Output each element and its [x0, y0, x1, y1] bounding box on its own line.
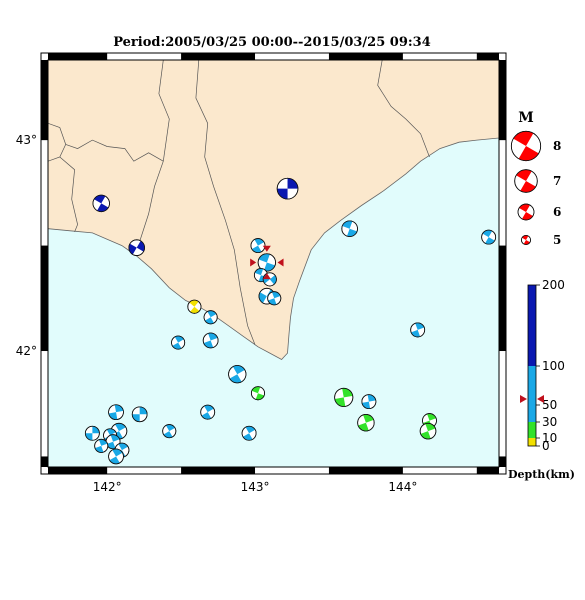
frame-segment — [41, 456, 48, 467]
frame-segment — [499, 60, 506, 141]
frame-segment — [48, 467, 108, 474]
focal-mechanism — [108, 448, 124, 465]
lon-tick-label: 143° — [241, 480, 270, 494]
depth-legend: Depth(km) 200 100 50 30 100 — [508, 278, 575, 481]
magnitude-legend: M 8 7 6 5 — [510, 110, 561, 247]
lat-tick-label: 42° — [16, 344, 37, 358]
latest-event-markers — [250, 245, 284, 280]
prefecture-boundary — [195, 60, 256, 345]
depth-tick-label: 50 — [542, 398, 557, 412]
depth-tick-label: 0 — [542, 439, 550, 453]
focal-mechanism — [276, 177, 299, 200]
axis-labels: 142° 143° 144° 42° 43° — [16, 133, 418, 494]
magnitude-legend-ball — [514, 169, 538, 193]
depth-bar-outline — [527, 284, 537, 447]
depth-band — [528, 285, 536, 366]
focal-mechanism — [250, 386, 265, 401]
magnitude-legend-label: 6 — [553, 205, 561, 219]
focal-mechanism — [203, 310, 218, 325]
focal-mechanism — [262, 272, 277, 287]
focal-mechanism — [241, 425, 257, 441]
latest-event-marker — [250, 245, 284, 280]
prefecture-boundary — [377, 60, 430, 158]
prefecture-boundaries — [48, 60, 430, 345]
focal-mechanism — [128, 239, 145, 256]
focal-mechanism — [267, 291, 282, 306]
frame-segment — [499, 456, 506, 467]
depth-marker — [537, 395, 544, 403]
lat-tick-label: 43° — [16, 133, 37, 147]
frame-segment — [499, 245, 506, 352]
prefecture-boundary — [133, 60, 170, 255]
frame-segment — [476, 467, 499, 474]
focal-mechanism — [228, 365, 247, 384]
frame-segment — [328, 467, 403, 474]
depth-tick-label: 10 — [542, 431, 557, 445]
focal-mechanism — [187, 299, 202, 314]
frame-segment — [476, 53, 499, 60]
depth-band — [528, 366, 536, 422]
focal-mechanism — [92, 194, 110, 213]
focal-mechanism — [361, 394, 377, 410]
depth-band — [528, 422, 536, 438]
lon-tick-label: 144° — [388, 480, 417, 494]
magnitude-legend-label: 8 — [553, 139, 561, 153]
depth-marker — [520, 395, 527, 403]
magnitude-legend-ball — [517, 203, 535, 221]
focal-mechanism — [202, 332, 219, 349]
focal-mechanism — [171, 335, 186, 350]
depth-tick-label: 30 — [542, 415, 557, 429]
frame-segment — [181, 53, 256, 60]
focal-mechanism — [84, 425, 100, 441]
focal-mechanism — [131, 406, 148, 423]
map-frame — [40, 52, 507, 475]
map-area — [48, 60, 499, 467]
focal-mechanisms — [84, 177, 497, 465]
magnitude-legend-title: M — [518, 110, 534, 126]
focal-mechanism — [162, 424, 177, 439]
focal-mechanism — [341, 220, 358, 237]
frame-segment — [41, 245, 48, 352]
depth-band — [528, 438, 536, 446]
map-title: Period:2005/03/25 00:00--2015/03/25 09:3… — [113, 35, 431, 50]
frame-segment — [48, 53, 108, 60]
focal-mechanism — [357, 414, 375, 432]
focal-mechanism — [200, 404, 216, 420]
depth-legend-label: Depth(km) — [508, 468, 575, 481]
frame-segment — [181, 467, 256, 474]
focal-mechanism — [334, 387, 354, 407]
focal-mechanism — [410, 322, 426, 338]
focal-mechanism — [481, 229, 497, 245]
depth-tick-label: 100 — [542, 359, 565, 373]
focal-mechanism — [257, 253, 276, 272]
prefecture-boundary — [65, 139, 164, 162]
magnitude-legend-ball — [521, 234, 532, 245]
lon-tick-label: 142° — [93, 480, 122, 494]
land-hokkaido — [48, 60, 499, 361]
focal-mechanism — [250, 238, 266, 253]
magnitude-legend-ball — [510, 130, 542, 162]
frame-segment — [41, 60, 48, 141]
prefecture-boundary — [59, 156, 78, 233]
depth-tick-label: 200 — [542, 278, 565, 292]
magnitude-legend-label: 5 — [553, 233, 561, 247]
magnitude-legend-label: 7 — [553, 174, 561, 188]
focal-mechanism — [108, 404, 124, 421]
focal-mechanism — [94, 438, 109, 453]
frame-segment — [328, 53, 403, 60]
focal-mechanism — [419, 422, 437, 440]
